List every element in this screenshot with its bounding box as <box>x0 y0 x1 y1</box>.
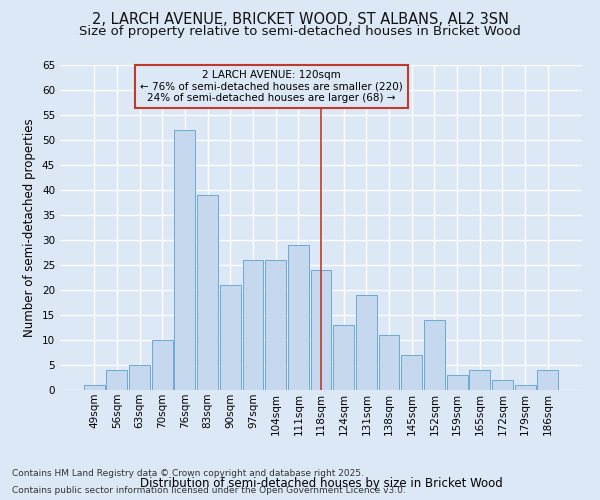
Bar <box>311 270 331 390</box>
Bar <box>242 260 263 390</box>
Bar <box>492 380 513 390</box>
Bar <box>356 295 377 390</box>
Bar <box>424 320 445 390</box>
Bar <box>220 285 241 390</box>
Bar <box>333 325 354 390</box>
Bar <box>265 260 286 390</box>
Bar <box>197 195 218 390</box>
Bar <box>515 385 536 390</box>
Bar <box>288 245 309 390</box>
Text: 2, LARCH AVENUE, BRICKET WOOD, ST ALBANS, AL2 3SN: 2, LARCH AVENUE, BRICKET WOOD, ST ALBANS… <box>91 12 509 28</box>
X-axis label: Distribution of semi-detached houses by size in Bricket Wood: Distribution of semi-detached houses by … <box>140 476 502 490</box>
Bar <box>401 355 422 390</box>
Text: Contains HM Land Registry data © Crown copyright and database right 2025.: Contains HM Land Registry data © Crown c… <box>12 468 364 477</box>
Bar <box>106 370 127 390</box>
Bar <box>175 130 196 390</box>
Bar <box>379 335 400 390</box>
Bar <box>469 370 490 390</box>
Bar <box>152 340 173 390</box>
Bar <box>84 385 104 390</box>
Bar <box>129 365 150 390</box>
Text: 2 LARCH AVENUE: 120sqm
← 76% of semi-detached houses are smaller (220)
24% of se: 2 LARCH AVENUE: 120sqm ← 76% of semi-det… <box>140 70 403 103</box>
Bar <box>538 370 558 390</box>
Text: Contains public sector information licensed under the Open Government Licence v3: Contains public sector information licen… <box>12 486 406 495</box>
Bar <box>446 375 467 390</box>
Text: Size of property relative to semi-detached houses in Bricket Wood: Size of property relative to semi-detach… <box>79 25 521 38</box>
Y-axis label: Number of semi-detached properties: Number of semi-detached properties <box>23 118 37 337</box>
